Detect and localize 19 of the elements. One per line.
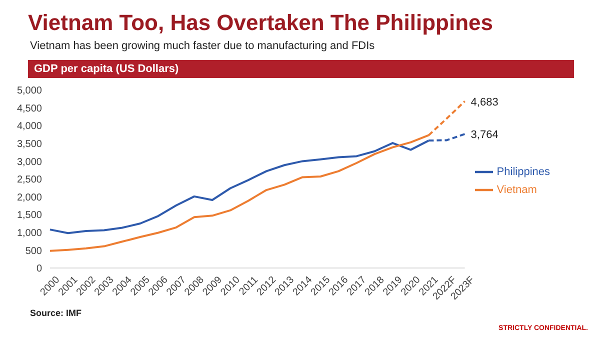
legend-label: Vietnam bbox=[496, 184, 537, 196]
y-tick-label: 0 bbox=[36, 264, 42, 275]
y-tick-label: 3,000 bbox=[16, 156, 42, 168]
y-axis-title: GDP per capita (US Dollars) bbox=[28, 60, 574, 78]
y-tick-label: 1,500 bbox=[16, 210, 42, 222]
y-tick-label: 5,000 bbox=[16, 86, 42, 97]
y-tick-label: 2,000 bbox=[16, 192, 42, 204]
data-label: 3,764 bbox=[470, 129, 498, 141]
source-note: Source: IMF bbox=[30, 308, 82, 318]
legend-label: Philippines bbox=[496, 166, 550, 178]
y-tick-label: 4,000 bbox=[16, 121, 42, 132]
y-tick-label: 500 bbox=[25, 246, 42, 257]
y-tick-label: 3,500 bbox=[16, 138, 42, 150]
y-tick-label: 2,500 bbox=[16, 174, 42, 186]
chart-subtitle: Vietnam has been growing much faster due to manufacturing and FDIs bbox=[30, 40, 375, 52]
y-tick-label: 4,500 bbox=[16, 103, 42, 114]
data-label: 4,683 bbox=[470, 96, 498, 108]
chart-title: Vietnam Too, Has Overtaken The Philippines bbox=[28, 10, 493, 36]
y-tick-label: 1,000 bbox=[16, 228, 42, 239]
